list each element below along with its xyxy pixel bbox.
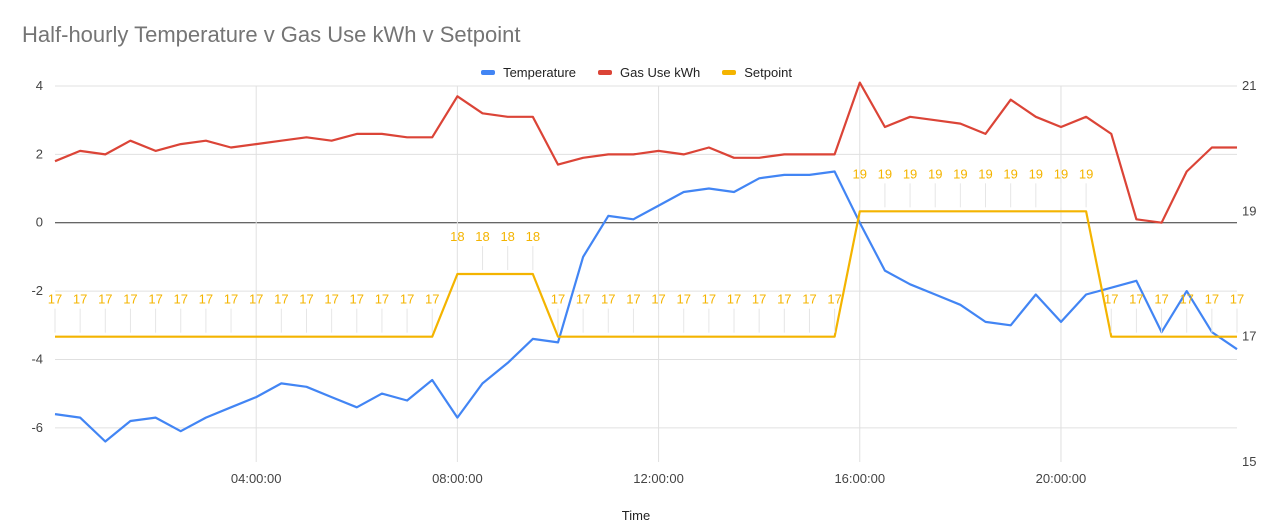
setpoint-data-label: 17 [601,292,615,307]
setpoint-data-label: 17 [727,292,741,307]
setpoint-data-label: 17 [551,292,565,307]
y-left-tick-label: -2 [31,283,43,298]
setpoint-data-label: 17 [576,292,590,307]
setpoint-data-label: 17 [1230,292,1244,307]
setpoint-data-label: 17 [174,292,188,307]
y-left-tick-label: 4 [36,78,43,93]
y-left-tick-label: -6 [31,420,43,435]
legend-item-setpoint[interactable]: Setpoint [722,65,792,80]
setpoint-data-label: 17 [48,292,62,307]
setpoint-data-label: 17 [827,292,841,307]
setpoint-data-label: 17 [626,292,640,307]
setpoint-data-label: 19 [1079,166,1093,181]
setpoint-data-label: 17 [98,292,112,307]
setpoint-data-label: 19 [928,166,942,181]
setpoint-data-label: 17 [299,292,313,307]
setpoint-data-label: 17 [274,292,288,307]
legend-label-temperature: Temperature [503,65,577,80]
setpoint-data-label: 17 [199,292,213,307]
y-right-tick-label: 17 [1242,329,1256,344]
legend-swatch-gas-use [598,70,613,75]
setpoint-data-label: 19 [1029,166,1043,181]
y-left-tick-label: -4 [31,351,43,366]
setpoint-data-label: 19 [953,166,967,181]
setpoint-data-label: 18 [450,229,464,244]
setpoint-data-label: 17 [73,292,87,307]
x-tick-label: 12:00:00 [633,471,684,486]
y-left-tick-label: 2 [36,146,43,161]
setpoint-data-label: 19 [878,166,892,181]
x-tick-label: 08:00:00 [432,471,483,486]
setpoint-data-label: 17 [350,292,364,307]
setpoint-data-label: 17 [224,292,238,307]
setpoint-data-label: 17 [324,292,338,307]
x-tick-label: 16:00:00 [834,471,885,486]
setpoint-data-label: 17 [148,292,162,307]
chart-title: Half-hourly Temperature v Gas Use kWh v … [22,22,521,47]
series-line-temperature [54,170,1238,443]
setpoint-data-label: 17 [651,292,665,307]
setpoint-data-label: 17 [752,292,766,307]
legend-item-gas-use[interactable]: Gas Use kWh [598,65,700,80]
setpoint-data-label: 19 [903,166,917,181]
setpoint-data-label: 18 [500,229,514,244]
legend-label-setpoint: Setpoint [744,65,792,80]
setpoint-data-label: 17 [1179,292,1193,307]
y-right-tick-label: 19 [1242,203,1256,218]
setpoint-data-label: 17 [1205,292,1219,307]
legend-label-gas-use: Gas Use kWh [620,65,701,80]
series-line-gas-use-kwh [54,81,1237,224]
series-line-setpoint [55,210,1237,338]
setpoint-data-label: 17 [1129,292,1143,307]
legend-swatch-setpoint [722,70,737,75]
y-left-tick-label: 0 [36,215,43,230]
setpoint-data-label: 17 [1104,292,1118,307]
x-tick-label: 04:00:00 [231,471,282,486]
legend: Temperature Gas Use kWh Setpoint [0,65,1273,80]
legend-item-temperature[interactable]: Temperature [481,65,576,80]
x-axis-title: Time [622,508,650,523]
setpoint-data-label: 19 [1003,166,1017,181]
setpoint-data-label: 17 [702,292,716,307]
setpoint-data-label: 17 [1154,292,1168,307]
setpoint-data-label: 17 [802,292,816,307]
y-right-tick-label: 21 [1242,78,1256,93]
setpoint-data-label: 17 [123,292,137,307]
setpoint-data-label: 17 [249,292,263,307]
setpoint-data-label: 19 [853,166,867,181]
setpoint-data-label: 19 [978,166,992,181]
y-right-tick-label: 15 [1242,454,1256,469]
setpoint-data-label: 17 [777,292,791,307]
setpoint-data-label: 18 [475,229,489,244]
setpoint-data-label: 18 [526,229,540,244]
legend-swatch-temperature [481,70,496,75]
setpoint-data-label: 19 [1054,166,1068,181]
setpoint-data-label: 17 [425,292,439,307]
setpoint-data-label: 17 [676,292,690,307]
setpoint-data-label: 17 [400,292,414,307]
setpoint-data-label: 17 [375,292,389,307]
x-tick-label: 20:00:00 [1036,471,1087,486]
